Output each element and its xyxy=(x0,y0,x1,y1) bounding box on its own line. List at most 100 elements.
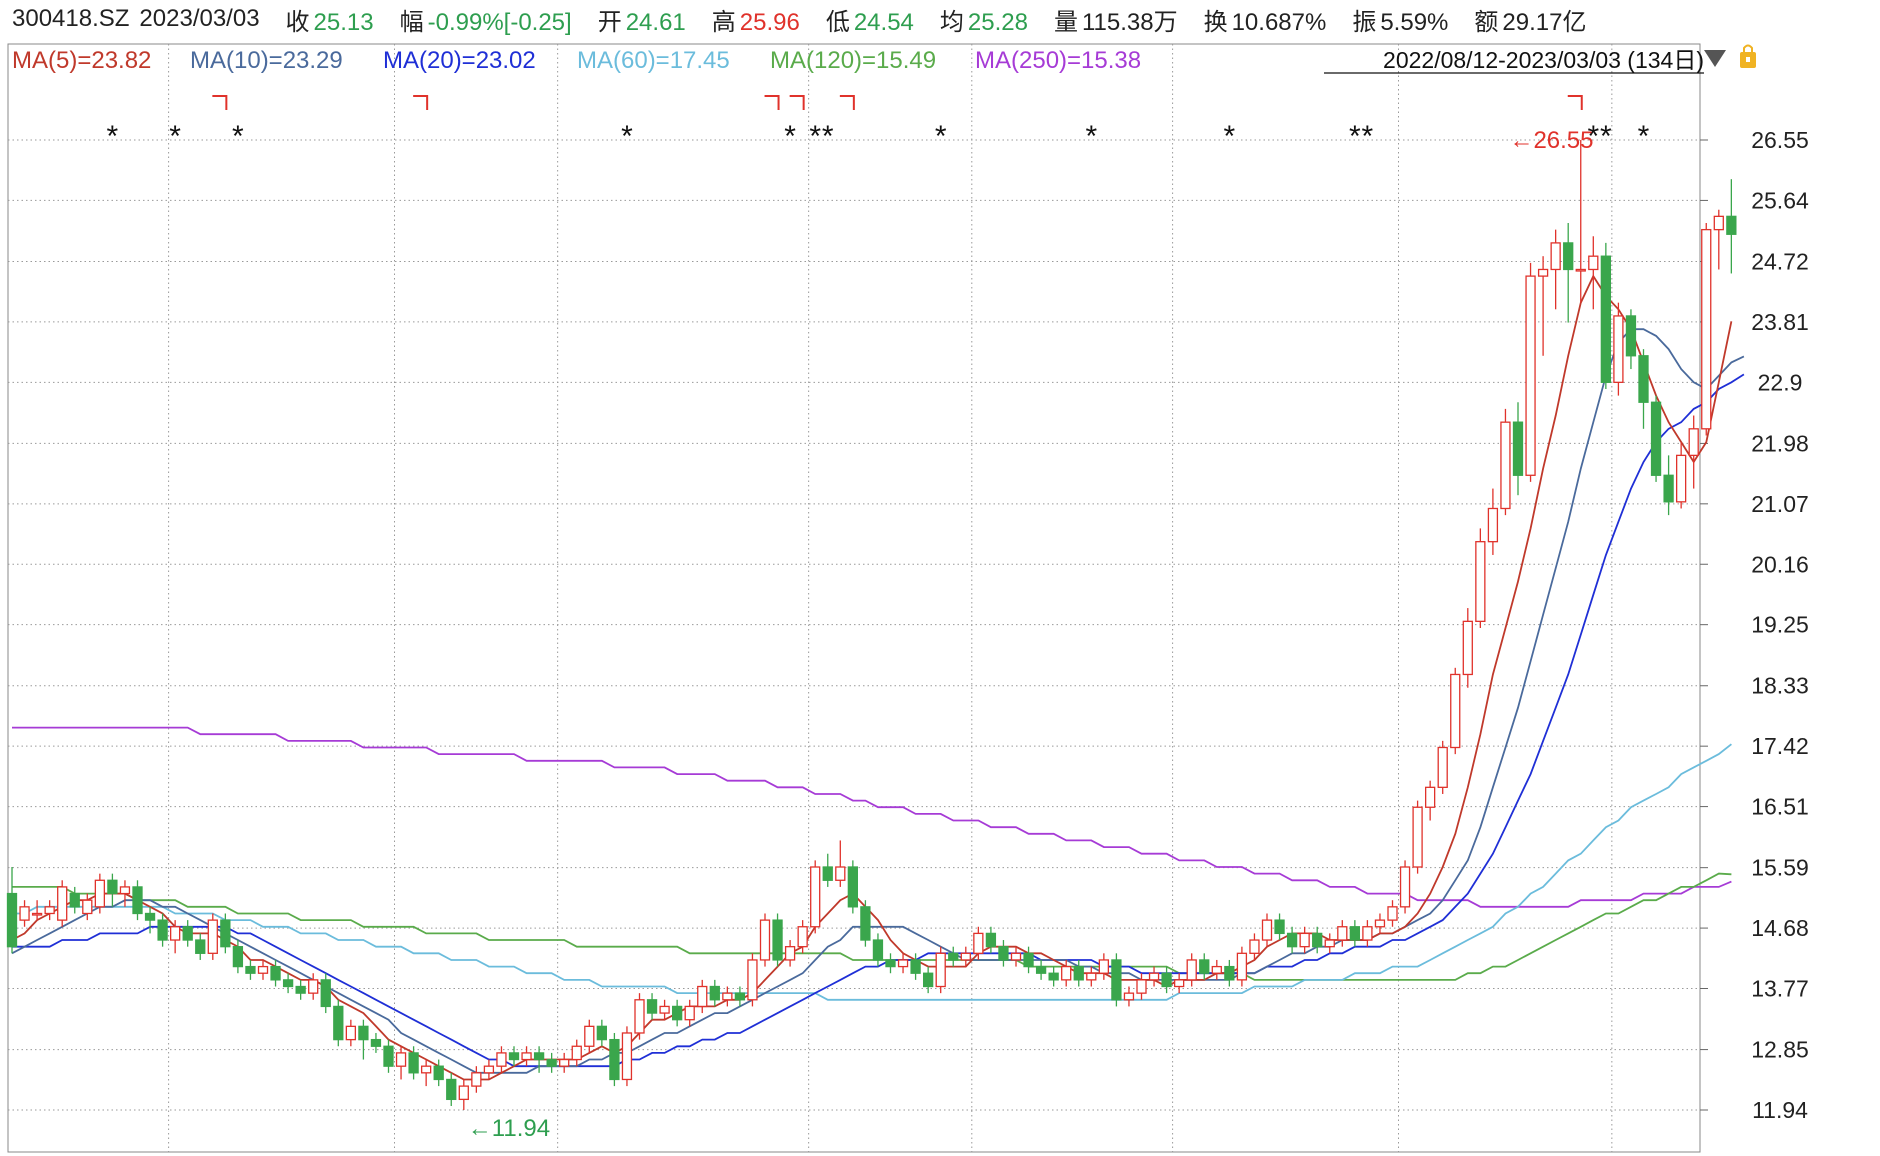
candle-body xyxy=(1199,959,1210,974)
candle-body xyxy=(232,946,244,968)
asterisk-mark: * xyxy=(1638,120,1650,153)
signal-corner-mark xyxy=(1567,95,1583,110)
candle-body xyxy=(546,1058,557,1067)
candle-body xyxy=(69,892,80,908)
candle-body xyxy=(709,985,720,1001)
candle-body xyxy=(358,1025,369,1041)
date-range-label: 2022/08/12-2023/03/03 (134日) xyxy=(1383,47,1704,73)
candle-body xyxy=(1600,255,1611,383)
candle-body xyxy=(483,1065,495,1074)
candle-body xyxy=(1236,952,1248,981)
y-tick-label: 13.77 xyxy=(1751,976,1809,1002)
y-tick-label: 25.64 xyxy=(1751,187,1809,213)
candle-body xyxy=(609,1038,620,1081)
quote-field-label: 开 xyxy=(597,8,622,36)
candle-body xyxy=(1224,965,1235,981)
candle-body xyxy=(697,985,708,1008)
candle-body xyxy=(985,932,997,948)
candle-body xyxy=(847,866,858,908)
candle-body xyxy=(1312,932,1323,948)
candle-body xyxy=(1111,959,1122,1001)
candle-body xyxy=(446,1078,457,1101)
asterisk-mark: * xyxy=(822,120,834,153)
asterisk-mark: * xyxy=(621,120,633,153)
quote-field-value: 25.13 xyxy=(313,8,374,36)
ma-legend-item: MA(60)=17.45 xyxy=(577,47,730,74)
quote-field: 收 25.13 xyxy=(286,2,374,37)
candle-body xyxy=(395,1052,407,1067)
quote-field-label: 量 xyxy=(1053,8,1078,36)
lock-shackle-icon xyxy=(1743,44,1753,53)
candle-body xyxy=(6,892,18,948)
candle-body xyxy=(897,959,909,968)
candle-body xyxy=(885,959,896,968)
candle-body xyxy=(1613,315,1624,383)
candle-body xyxy=(1512,421,1524,476)
candle-body xyxy=(245,965,256,974)
signal-corner-mark xyxy=(839,95,855,110)
signal-corner-mark xyxy=(413,95,429,110)
candle-body xyxy=(1437,746,1448,788)
candle-body xyxy=(182,926,193,941)
candle-body xyxy=(910,959,921,974)
y-tick-label: 19.25 xyxy=(1751,612,1809,638)
candle-body xyxy=(1462,620,1473,676)
candle-body xyxy=(521,1052,532,1061)
candle-body xyxy=(1362,926,1373,941)
y-tick-label: 15.59 xyxy=(1751,855,1809,881)
candle-body xyxy=(584,1025,595,1047)
candle-body xyxy=(433,1065,444,1081)
candle-body xyxy=(960,952,971,961)
candle-body xyxy=(295,985,306,994)
candle-body xyxy=(458,1085,469,1101)
candle-body xyxy=(31,912,43,916)
quote-field-value: 25.28 xyxy=(967,8,1028,36)
candle-body xyxy=(270,965,281,981)
candle-body xyxy=(634,999,645,1034)
y-tick-label: 12.85 xyxy=(1751,1037,1809,1063)
candle-body xyxy=(935,952,946,988)
y-tick-label: 21.07 xyxy=(1751,491,1809,517)
y-tick-label: 17.42 xyxy=(1751,733,1809,759)
ma-legend-item: MA(20)=23.02 xyxy=(383,47,536,74)
candle-body xyxy=(659,1005,670,1014)
asterisk-mark: * xyxy=(1587,120,1599,153)
quote-field: 高 25.96 xyxy=(712,2,800,37)
quote-field-label: 幅 xyxy=(399,8,424,36)
y-tick-label: 26.55 xyxy=(1751,127,1809,153)
ma250-line xyxy=(12,726,1732,908)
asterisk-mark: * xyxy=(107,120,119,153)
quote-field: 均 25.28 xyxy=(940,2,1028,37)
candle-body xyxy=(195,939,206,954)
quote-date: 2023/03/03 xyxy=(139,5,260,32)
quote-info-bar: 300418.SZ 2023/03/03 收 25.13 幅 -0.99%[-0.25… xyxy=(0,0,1880,38)
quote-field-value: 25.96 xyxy=(739,8,800,36)
chevron-down-icon[interactable] xyxy=(1704,50,1726,67)
candle-body xyxy=(1123,992,1135,1001)
ma10-line xyxy=(11,328,1745,1074)
y-tick-label: 22.9 xyxy=(1758,369,1803,395)
candle-body xyxy=(132,886,143,915)
candle-body xyxy=(1211,965,1222,974)
candle-body xyxy=(1387,906,1398,921)
candle-body xyxy=(1475,541,1486,622)
candle-body xyxy=(1035,965,1047,974)
candle-body xyxy=(471,1072,482,1087)
candle-body xyxy=(508,1052,520,1061)
candle-body xyxy=(345,1025,357,1041)
candle-body xyxy=(107,879,118,895)
quote-field-value: 29.17亿 xyxy=(1502,8,1587,36)
candle-body xyxy=(1023,952,1034,968)
candle-body xyxy=(533,1052,545,1061)
candle-body xyxy=(144,912,156,921)
signal-corner-mark xyxy=(789,95,805,110)
candle-body xyxy=(810,866,821,928)
candle-body xyxy=(257,965,269,974)
candle-body xyxy=(1161,972,1172,988)
asterisk-mark: * xyxy=(1085,120,1097,153)
quote-field-label: 低 xyxy=(825,8,850,36)
quote-field-label: 额 xyxy=(1474,8,1499,36)
candle-body xyxy=(19,906,30,921)
candle-body xyxy=(1324,939,1335,948)
candle-body xyxy=(797,926,808,948)
